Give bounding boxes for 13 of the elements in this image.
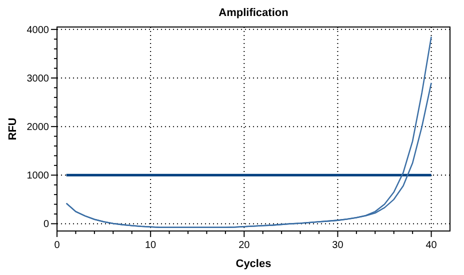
x-tick-label: 40 xyxy=(426,240,438,251)
x-tick-label: 0 xyxy=(54,240,60,251)
y-tick-label: 1000 xyxy=(26,170,50,182)
x-tick-label: 30 xyxy=(332,240,344,251)
y-tick-label: 4000 xyxy=(26,24,50,36)
chart-title: Amplification xyxy=(218,7,289,19)
y-tick-label: 0 xyxy=(43,219,50,230)
y-tick-label: 3000 xyxy=(26,74,50,84)
y-axis-title: RFU xyxy=(7,118,19,140)
x-tick-label: 10 xyxy=(145,240,157,251)
x-axis-title: Cycles xyxy=(236,258,272,270)
y-tick-label: 2000 xyxy=(26,122,50,134)
x-tick-label: 20 xyxy=(238,240,250,251)
